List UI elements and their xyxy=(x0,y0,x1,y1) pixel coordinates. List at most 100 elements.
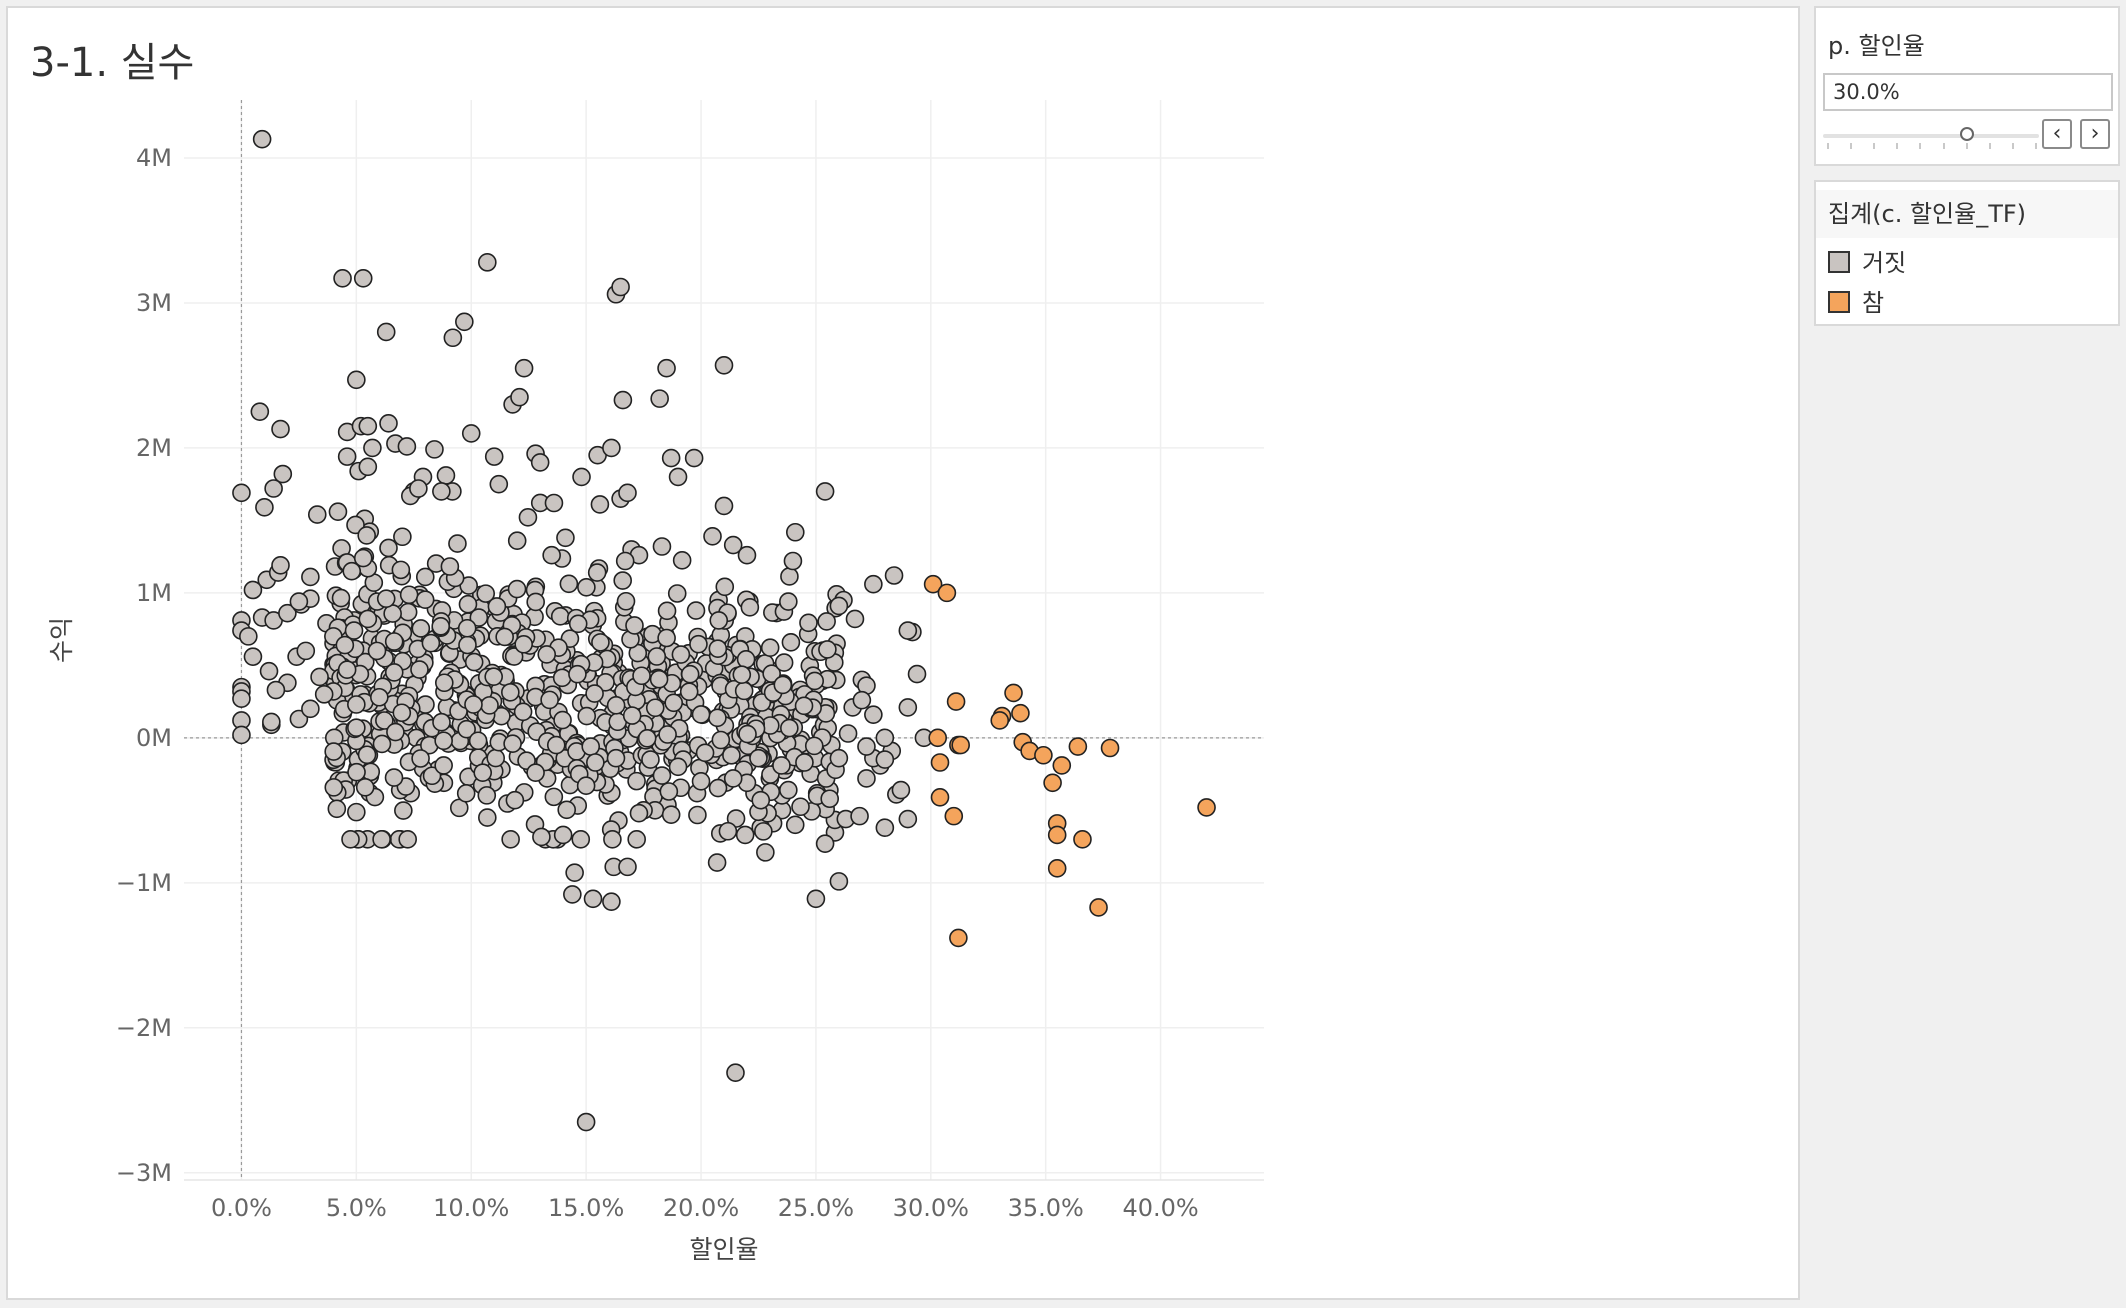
data-point-false[interactable] xyxy=(487,597,507,616)
data-point-true[interactable] xyxy=(930,787,950,807)
data-point-false[interactable] xyxy=(603,830,622,849)
data-point-false[interactable] xyxy=(556,528,575,548)
data-point-false[interactable] xyxy=(540,690,559,710)
data-point-false[interactable] xyxy=(815,834,835,853)
data-point-false[interactable] xyxy=(333,269,352,288)
data-point-false[interactable] xyxy=(425,440,444,459)
data-point-false[interactable] xyxy=(737,545,757,565)
data-point-false[interactable] xyxy=(845,609,865,629)
data-point-false[interactable] xyxy=(715,577,735,597)
data-point-false[interactable] xyxy=(255,498,274,517)
data-point-false[interactable] xyxy=(537,645,557,664)
data-point-false[interactable] xyxy=(736,649,756,669)
data-point-false[interactable] xyxy=(495,627,514,647)
data-point-false[interactable] xyxy=(505,790,525,810)
data-point-false[interactable] xyxy=(392,703,412,723)
data-point-true[interactable] xyxy=(923,574,943,594)
data-point-false[interactable] xyxy=(722,746,741,765)
data-point-false[interactable] xyxy=(398,830,417,849)
data-point-false[interactable] xyxy=(397,437,417,456)
data-point-false[interactable] xyxy=(726,1063,745,1083)
data-point-true[interactable] xyxy=(944,806,964,826)
parameter-value-input[interactable]: 30.0% xyxy=(1823,73,2113,111)
data-point-false[interactable] xyxy=(376,589,396,608)
data-point-false[interactable] xyxy=(501,830,520,849)
previous-value-button[interactable]: ‹ xyxy=(2042,119,2072,149)
data-point-false[interactable] xyxy=(347,695,366,714)
data-point-false[interactable] xyxy=(668,757,688,777)
data-point-false[interactable] xyxy=(358,416,378,436)
data-point-false[interactable] xyxy=(806,889,826,909)
parameter-slider[interactable] xyxy=(1823,121,2039,151)
data-point-false[interactable] xyxy=(310,667,329,687)
data-point-false[interactable] xyxy=(243,580,263,600)
data-point-false[interactable] xyxy=(448,534,467,553)
data-point-false[interactable] xyxy=(530,453,550,472)
data-point-false[interactable] xyxy=(611,277,630,297)
data-point-true[interactable] xyxy=(1043,773,1062,793)
data-point-false[interactable] xyxy=(629,803,649,823)
data-point-true[interactable] xyxy=(1073,830,1092,849)
data-point-false[interactable] xyxy=(708,778,728,798)
data-point-false[interactable] xyxy=(357,745,377,765)
data-point-true[interactable] xyxy=(1047,825,1067,845)
legend-item-false[interactable]: 거짓 xyxy=(1828,248,1906,278)
data-point-false[interactable] xyxy=(243,647,263,666)
data-point-false[interactable] xyxy=(734,681,754,701)
data-point-false[interactable] xyxy=(358,609,378,629)
data-point-false[interactable] xyxy=(779,780,798,800)
data-point-false[interactable] xyxy=(399,585,419,605)
data-point-false[interactable] xyxy=(232,725,251,745)
data-point-false[interactable] xyxy=(469,608,489,627)
data-point-false[interactable] xyxy=(384,632,404,651)
data-point-false[interactable] xyxy=(585,684,604,703)
data-point-false[interactable] xyxy=(353,269,373,288)
data-point-false[interactable] xyxy=(563,885,582,904)
data-point-false[interactable] xyxy=(780,718,799,738)
data-point-false[interactable] xyxy=(898,809,918,829)
data-point-false[interactable] xyxy=(627,830,646,849)
data-point-false[interactable] xyxy=(606,696,626,715)
data-point-false[interactable] xyxy=(804,736,824,756)
data-point-false[interactable] xyxy=(344,621,364,640)
data-point-false[interactable] xyxy=(411,749,430,768)
data-point-false[interactable] xyxy=(415,567,435,587)
data-point-false[interactable] xyxy=(250,402,270,421)
legend-item-true[interactable]: 참 xyxy=(1828,288,1884,318)
data-point-false[interactable] xyxy=(341,830,360,849)
data-point-false[interactable] xyxy=(891,780,911,800)
data-point-false[interactable] xyxy=(347,718,366,738)
data-point-true[interactable] xyxy=(1197,798,1216,817)
scatter-plot[interactable]: 0.0% 5.0% 10.0% 15.0% 20.0% 25.0% 30.0% 35.0% 40… xyxy=(8,8,1798,1298)
data-point-false[interactable] xyxy=(606,748,626,768)
data-point-false[interactable] xyxy=(657,358,676,378)
data-point-false[interactable] xyxy=(657,601,677,621)
data-point-false[interactable] xyxy=(372,830,391,849)
data-point-true[interactable] xyxy=(946,692,966,711)
data-point-false[interactable] xyxy=(723,769,743,788)
data-point-false[interactable] xyxy=(367,641,387,661)
data-point-false[interactable] xyxy=(386,722,405,742)
data-point-false[interactable] xyxy=(477,786,497,805)
data-point-false[interactable] xyxy=(457,618,477,638)
data-point-false[interactable] xyxy=(576,1112,596,1132)
data-point-false[interactable] xyxy=(544,493,564,513)
data-point-false[interactable] xyxy=(480,696,499,715)
data-point-false[interactable] xyxy=(568,614,588,634)
data-point-false[interactable] xyxy=(587,563,607,582)
data-point-false[interactable] xyxy=(393,527,412,547)
data-point-false[interactable] xyxy=(664,693,684,713)
data-point-false[interactable] xyxy=(518,508,538,527)
data-point-false[interactable] xyxy=(337,660,357,680)
data-point-false[interactable] xyxy=(852,690,872,710)
data-point-false[interactable] xyxy=(649,669,669,689)
data-point-false[interactable] xyxy=(572,467,591,487)
data-point-false[interactable] xyxy=(546,735,566,755)
data-point-false[interactable] xyxy=(689,634,708,654)
data-point-false[interactable] xyxy=(652,766,672,785)
data-point-false[interactable] xyxy=(553,710,572,730)
data-point-true[interactable] xyxy=(951,735,970,755)
data-point-false[interactable] xyxy=(680,664,700,684)
data-point-false[interactable] xyxy=(652,537,672,556)
data-point-false[interactable] xyxy=(314,685,334,704)
